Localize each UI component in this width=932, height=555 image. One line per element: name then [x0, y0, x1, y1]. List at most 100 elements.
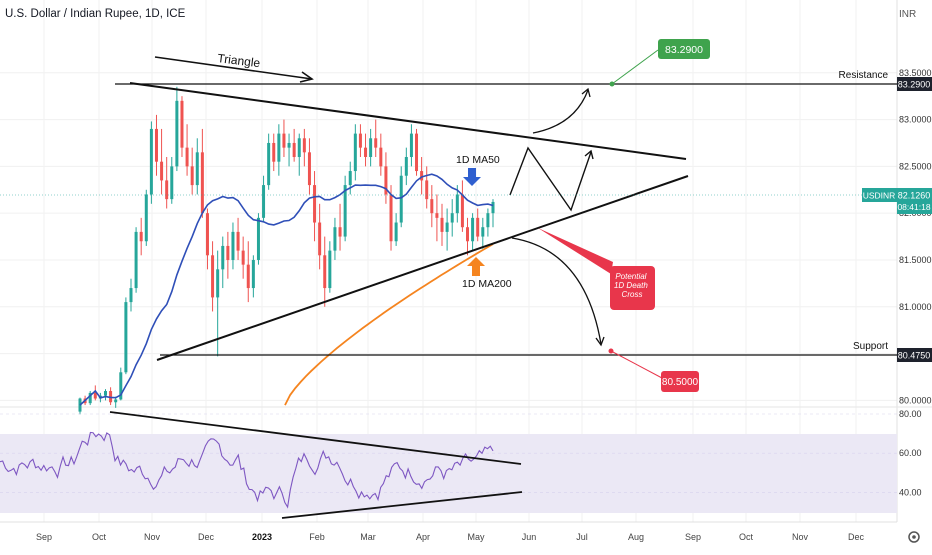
projected-path [509, 146, 592, 212]
candle-body [144, 194, 148, 242]
candle-body [185, 147, 189, 167]
rsi-pane [0, 413, 897, 509]
candle-body [318, 222, 322, 256]
price-tick-label: 81.0000 [899, 302, 932, 312]
candle-body [394, 222, 398, 242]
time-tick-label: Mar [360, 532, 376, 542]
candle-body [205, 213, 209, 256]
target-up-connector [611, 49, 659, 85]
candle-body [175, 100, 179, 167]
triangle-upper-line [129, 82, 687, 160]
triangle-lower-line [156, 175, 689, 361]
candle-body [481, 227, 485, 237]
candle-body [93, 392, 97, 399]
candle-body [103, 391, 107, 396]
death-cross-line-3: Cross [622, 290, 643, 299]
candle-body [307, 152, 311, 186]
candle-body [425, 180, 429, 200]
time-tick-label: Dec [848, 532, 865, 542]
rsi-lower-trendline [281, 491, 523, 519]
candle-body [129, 288, 133, 303]
rsi-tick-label: 60.00 [899, 448, 922, 458]
candle-body [338, 227, 342, 237]
last-price-text: 82.1260 [898, 191, 931, 201]
candle-body [267, 142, 271, 186]
last-price-tag [897, 188, 932, 214]
candle-body [256, 217, 260, 260]
time-axis[interactable]: Sep Oct Nov Dec 2023 Feb Mar Apr May Jun Jul Aug Sep… [36, 532, 865, 542]
candle-body [430, 199, 434, 214]
candle-body [409, 133, 413, 158]
support-price-tag [897, 348, 932, 362]
candle-body [450, 213, 454, 223]
death-cross-box [610, 266, 655, 310]
candle-body [389, 194, 393, 242]
candle-body [384, 166, 388, 195]
candle-body [236, 231, 240, 251]
candle-body [466, 227, 470, 242]
candle-body [246, 264, 250, 289]
candle-body [119, 372, 123, 400]
candle-body [471, 217, 475, 242]
candle-body [154, 128, 158, 162]
time-tick-label: 2023 [252, 532, 272, 542]
candle-body [445, 222, 449, 232]
candle-body [282, 133, 286, 148]
ma200-label: 1D MA200 [462, 278, 512, 290]
target-up-box [658, 39, 710, 59]
time-tick-label: Sep [685, 532, 701, 542]
currency-label: INR [899, 9, 916, 20]
price-tick-label: 83.0000 [899, 115, 932, 125]
price-tick-label: 83.5000 [899, 68, 932, 78]
candle-body [180, 100, 184, 148]
candle-body [165, 180, 169, 200]
candle-body [302, 138, 306, 153]
rsi-line [0, 431, 494, 509]
candle-body [114, 399, 118, 403]
countdown-text: 08:41:18 [897, 202, 930, 212]
candle-body [333, 227, 337, 251]
target-down-text: 80.5000 [662, 377, 699, 388]
candle-body [348, 171, 352, 186]
settings-icon[interactable] [908, 531, 920, 543]
triangle-arrowhead [299, 71, 314, 83]
support-price-text: 80.4750 [898, 351, 931, 361]
candle-body [455, 194, 459, 214]
chart-title: U.S. Dollar / Indian Rupee, 1D, ICE [5, 8, 186, 20]
candle-body [323, 255, 327, 289]
rsi-upper-trendline [109, 411, 522, 465]
candle-body [170, 166, 174, 200]
triangle-label-line [154, 56, 313, 80]
candle-body [200, 152, 204, 214]
candle-body [353, 133, 357, 172]
time-tick-label: Aug [628, 532, 644, 542]
time-tick-label: Oct [92, 532, 107, 542]
candle-body [420, 171, 424, 181]
candle-body [211, 255, 215, 298]
candle-body [88, 392, 92, 404]
candle-body [216, 269, 220, 298]
candle-body [297, 138, 301, 158]
candle-body [149, 128, 153, 195]
ma50-line [79, 173, 494, 406]
price-tick-label: 80.0000 [899, 395, 932, 405]
target-down-dot [608, 348, 614, 354]
death-cross-pointer [538, 228, 613, 274]
time-tick-label: Jul [576, 532, 588, 542]
candle-body [440, 217, 444, 232]
candle-body [221, 245, 225, 270]
time-tick-label: Sep [36, 532, 52, 542]
candle-body [195, 152, 199, 186]
time-tick-label: Apr [416, 532, 430, 542]
candle-body [241, 250, 245, 265]
candle-body [328, 250, 332, 289]
ma200-arrow-icon [467, 257, 485, 276]
resistance-price-text: 83.2900 [898, 80, 931, 90]
target-up-text: 83.2900 [665, 44, 703, 56]
candle-body [486, 213, 490, 228]
candle-body [272, 142, 276, 162]
rsi-band [0, 434, 897, 513]
time-tick-label: Dec [198, 532, 215, 542]
